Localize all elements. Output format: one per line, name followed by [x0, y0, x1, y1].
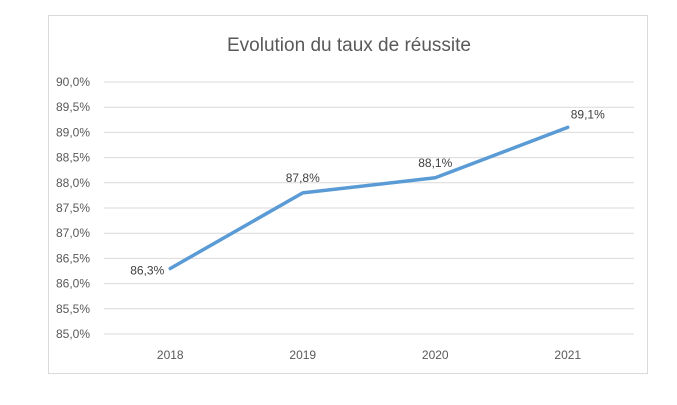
y-tick-label: 87,5%: [56, 201, 90, 215]
x-tick-label: 2020: [422, 348, 449, 362]
data-label: 86,3%: [130, 263, 164, 277]
data-label: 88,1%: [418, 156, 452, 170]
y-tick-label: 89,0%: [56, 125, 90, 139]
x-tick-label: 2019: [289, 348, 316, 362]
chart-title: Evolution du taux de réussite: [227, 35, 471, 56]
y-tick-label: 85,5%: [56, 302, 90, 316]
x-axis-tick-labels: 2018 2019 2020 2021: [157, 348, 582, 362]
y-tick-label: 88,0%: [56, 176, 90, 190]
y-tick-label: 85,0%: [56, 327, 90, 341]
series-line: [170, 127, 568, 268]
data-label: 87,8%: [286, 171, 320, 185]
chart-container: Evolution du taux de réussite 85,0% 85,5%…: [48, 15, 648, 374]
data-label: 89,1%: [571, 107, 605, 121]
x-tick-label: 2018: [157, 348, 184, 362]
y-tick-label: 88,5%: [56, 151, 90, 165]
y-tick-label: 87,0%: [56, 226, 90, 240]
series-layer: [170, 127, 568, 268]
gridlines: [104, 82, 634, 334]
y-tick-label: 89,5%: [56, 100, 90, 114]
y-axis-tick-labels: 85,0% 85,5% 86,0% 86,5% 87,0% 87,5% 88,0% 88,5%…: [56, 75, 90, 341]
x-tick-label: 2021: [554, 348, 581, 362]
y-tick-label: 86,5%: [56, 251, 90, 265]
y-tick-label: 90,0%: [56, 75, 90, 89]
y-tick-label: 86,0%: [56, 277, 90, 291]
